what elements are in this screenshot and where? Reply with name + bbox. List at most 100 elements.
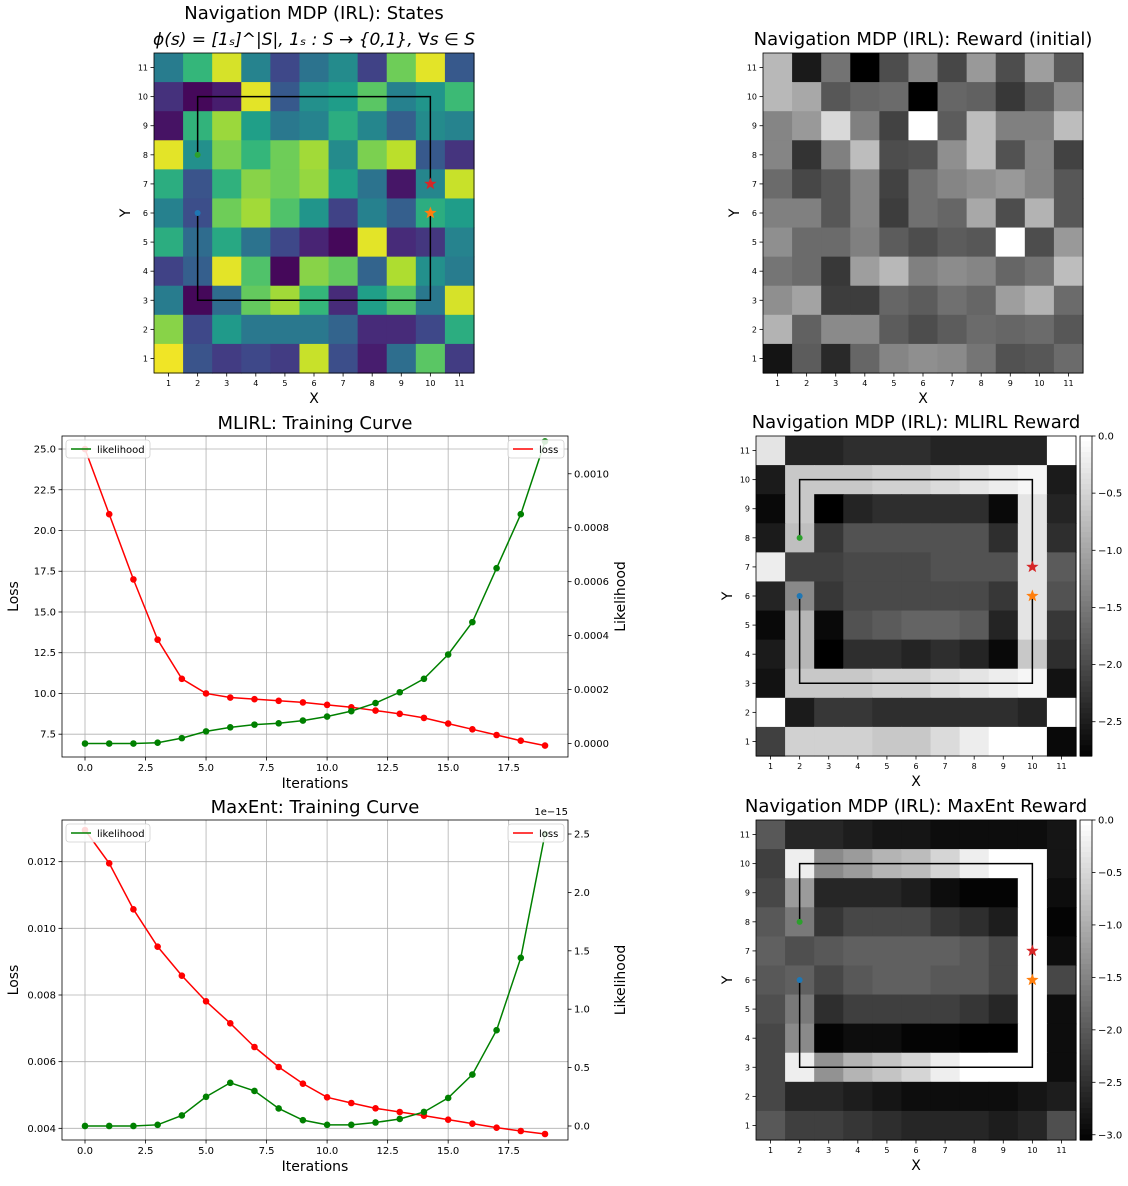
heatmap-cell	[988, 436, 1019, 466]
series-point-loss	[323, 701, 331, 709]
goal-star-marker	[1026, 973, 1039, 986]
heatmap-cell	[908, 111, 939, 141]
colorbar-segment	[1080, 569, 1092, 576]
heatmap-cell	[901, 907, 932, 937]
heatmap-cell	[1046, 436, 1077, 466]
heatmap-cell	[792, 53, 822, 83]
colorbar-segment	[1080, 1001, 1092, 1008]
heatmap-cell	[763, 169, 793, 200]
start-point-marker	[796, 534, 803, 541]
series-point-loss	[517, 737, 525, 745]
heatmap-cell	[792, 198, 822, 229]
colorbar-segment	[1080, 921, 1092, 928]
heatmap-cell	[850, 256, 880, 287]
colorbar-segment	[1080, 478, 1092, 485]
series-point-likelihood	[81, 1122, 89, 1130]
colorbar-segment	[1080, 873, 1092, 880]
series-point-loss	[444, 1116, 452, 1123]
heatmap-cell	[908, 198, 939, 229]
heatmap-cell	[930, 820, 961, 850]
heatmap-cell	[988, 1081, 1019, 1112]
heatmap-cell	[1024, 256, 1055, 287]
x-tick-label: 5	[282, 379, 287, 388]
heatmap-cell	[872, 726, 903, 757]
y-tick-label: 9	[745, 505, 750, 514]
heatmap-cell	[785, 820, 815, 850]
y-tick-label: 2	[752, 325, 757, 334]
start-point-marker	[796, 977, 803, 983]
legend-box	[507, 439, 565, 459]
colorbar-segment	[1080, 697, 1092, 704]
heatmap-cell	[908, 343, 939, 374]
chart-title: Navigation MDP (IRL): MLIRL Reward	[752, 412, 1081, 433]
heatmap-cell	[843, 726, 873, 757]
colorbar-segment	[1080, 1097, 1092, 1104]
colorbar-segment	[1080, 894, 1092, 901]
y-axis-label: Y	[118, 208, 134, 218]
heatmap-cell	[901, 726, 932, 757]
heatmap-cell	[937, 256, 968, 287]
x-tick-label: 4	[855, 762, 860, 771]
heatmap-cell	[357, 53, 388, 83]
series-point-likelihood	[130, 740, 137, 747]
x-tick-label: 9	[1008, 379, 1013, 388]
heatmap-cell	[756, 639, 786, 670]
heatmap-cell	[908, 140, 939, 170]
heatmap-cell	[763, 140, 793, 170]
colorbar-segment	[1080, 606, 1092, 613]
y-tick-label: 0.012	[27, 857, 56, 868]
heatmap-cell	[995, 53, 1026, 83]
heatmap-cell	[959, 878, 990, 908]
heatmap-cell	[908, 285, 939, 316]
heatmap-cell	[357, 169, 388, 200]
heatmap-cell	[843, 494, 873, 524]
heatmap-cell	[756, 878, 786, 908]
heatmap-cell	[270, 53, 301, 83]
y-right-axis-label: Likelihood	[613, 945, 629, 1016]
colorbar-segment	[1080, 862, 1092, 869]
colorbar-tick-label: 0.0	[1098, 432, 1114, 443]
heatmap-cell	[908, 53, 939, 83]
y-axis-label: Y	[720, 591, 736, 601]
y-right-tick-label: 0.0008	[574, 523, 609, 534]
colorbar-segment	[1080, 1044, 1092, 1050]
heatmap-cell	[763, 314, 793, 345]
heatmap-cell	[872, 1081, 903, 1112]
heatmap-cell	[299, 314, 330, 345]
colorbar-segment	[1080, 670, 1092, 677]
heatmap-cell	[872, 820, 903, 850]
colorbar-segment	[1080, 457, 1092, 464]
legend-label: loss	[539, 829, 558, 840]
x-tick-label: 2.5	[138, 1146, 154, 1157]
heatmap-cell	[821, 285, 851, 316]
heatmap-cell	[785, 1110, 815, 1141]
heatmap-cell	[444, 227, 475, 258]
heatmap-cell	[756, 849, 786, 879]
heatmap-cell	[763, 343, 793, 374]
y-tick-label: 8	[745, 918, 750, 927]
trajectory-line	[798, 596, 1034, 685]
colorbar-segment	[1080, 484, 1092, 490]
colorbar-segment	[1080, 462, 1092, 469]
heatmap-cell	[154, 343, 184, 374]
y-tick-label: 8	[745, 534, 750, 543]
y-tick-label: 2	[745, 708, 750, 717]
x-tick-label: 17.5	[498, 763, 520, 774]
heatmap-cell	[212, 227, 242, 258]
heatmap-cell	[959, 1081, 990, 1112]
heatmap-cell	[1046, 726, 1077, 757]
heatmap-cell	[763, 111, 793, 141]
heatmap-cell	[212, 111, 242, 141]
colorbar-segment	[1080, 836, 1092, 842]
y-tick-label: 17.5	[34, 567, 56, 578]
heatmap-cell	[1046, 668, 1077, 699]
heatmap-cell	[357, 314, 388, 345]
heatmap-cell	[444, 285, 475, 316]
y-tick-label: 11	[138, 64, 148, 73]
series-line-likelihood	[85, 833, 546, 1127]
colorbar-segment	[1080, 1076, 1092, 1082]
y-tick-label: 22.5	[34, 485, 56, 496]
heatmap-cell	[901, 552, 932, 583]
